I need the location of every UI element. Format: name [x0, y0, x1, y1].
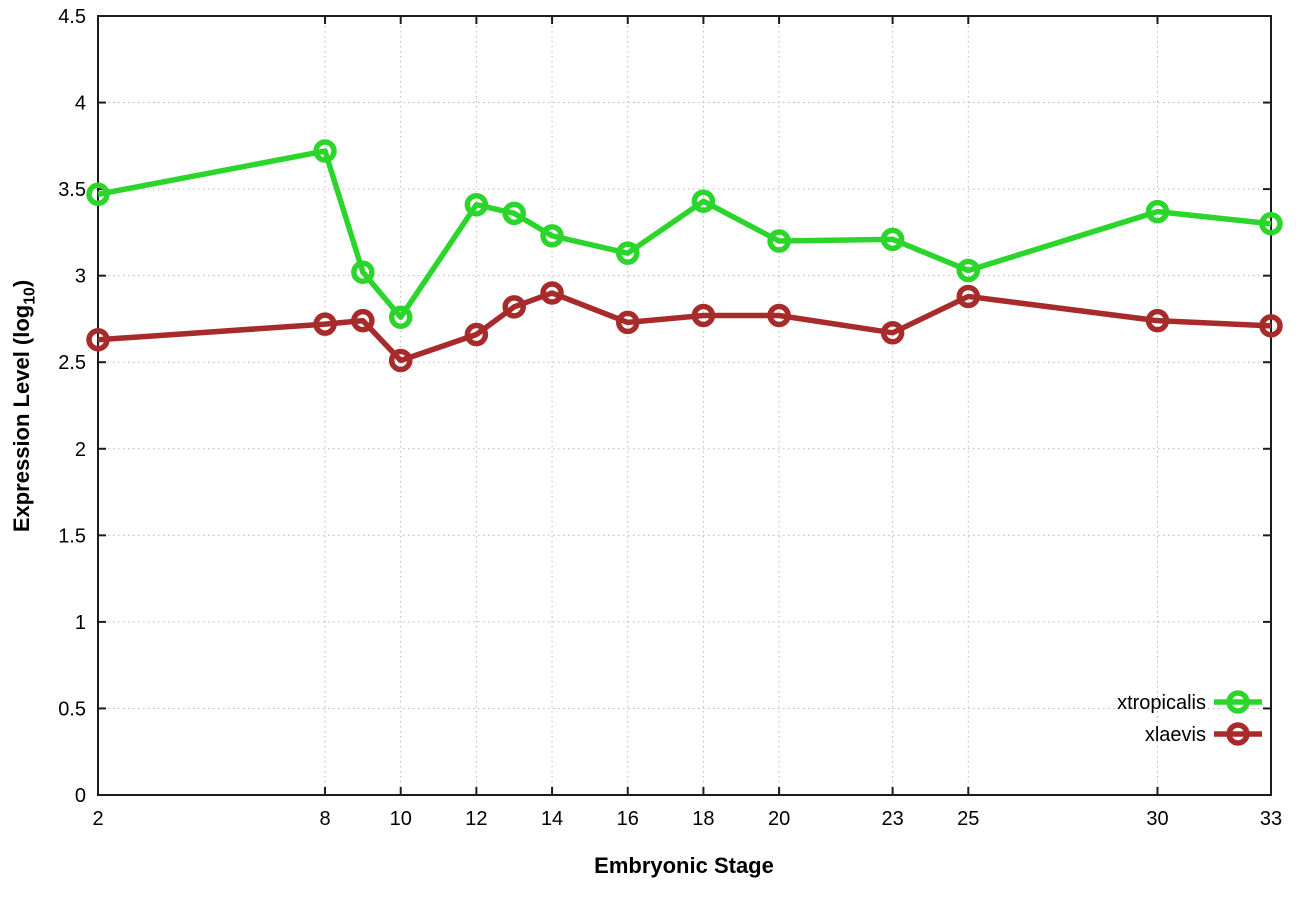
series-line-xtropicalis [97, 148, 1272, 320]
x-tick-label: 25 [957, 808, 979, 830]
data-point-marker [691, 189, 716, 213]
data-point-marker [540, 281, 564, 305]
series-line-xlaevis [97, 290, 1272, 364]
data-point-marker [1145, 199, 1170, 224]
data-point-marker [691, 303, 716, 328]
y-tick-label: 4.5 [58, 6, 86, 28]
x-axis-title: Embryonic Stage [594, 853, 774, 878]
data-point-marker [502, 295, 526, 319]
y-axis-title-subscript: 10 [21, 287, 39, 305]
data-point-marker [540, 224, 564, 248]
tick-labels: 2 8 10 12 14 16 18 20 23 25 30 33 0 0.5 1 1.5 2 2.5 3 3.5 4 4… [58, 6, 1282, 830]
y-tick-label: 3 [75, 266, 86, 288]
x-tick-label: 23 [881, 808, 903, 830]
legend-label-xtropicalis: xtropicalis [1117, 692, 1206, 714]
data-point-marker [767, 303, 791, 328]
x-tick-label: 16 [617, 808, 639, 830]
y-axis-title-main: Expression Level (log [9, 304, 34, 533]
data-point-marker [86, 182, 110, 207]
data-point-marker [351, 260, 375, 284]
y-tick-label: 4 [75, 93, 86, 115]
data-point-marker [86, 327, 110, 352]
data-point-marker [1259, 211, 1283, 236]
data-point-marker [351, 308, 375, 333]
x-tick-label: 14 [541, 808, 563, 830]
y-tick-label: 1 [75, 612, 86, 634]
legend-sample-marker [1226, 722, 1250, 746]
data-point-marker [313, 139, 337, 163]
y-tick-label: 0.5 [58, 698, 86, 720]
data-point-marker [880, 227, 905, 252]
axes [97, 15, 1272, 796]
data-point-marker [313, 312, 337, 336]
x-tick-label: 10 [390, 808, 412, 830]
data-point-marker [1259, 314, 1283, 338]
series-xtropicalis [86, 139, 1283, 329]
data-point-marker [502, 201, 526, 226]
legend-sample-xlaevis [1214, 722, 1262, 746]
y-tick-label: 0 [75, 785, 86, 807]
y-tick-label: 2.5 [58, 352, 86, 374]
legend-label-xlaevis: xlaevis [1145, 724, 1206, 746]
x-tick-label: 18 [692, 808, 714, 830]
data-point-marker [388, 305, 413, 329]
y-tick-label: 2 [75, 439, 86, 461]
y-axis-title-close: ) [9, 279, 34, 288]
legend-sample-xtropicalis [1214, 690, 1262, 714]
legend: xtropicalis xlaevis [1117, 690, 1262, 746]
plot-border [97, 15, 1272, 796]
x-tick-label: 30 [1146, 808, 1168, 830]
gridlines [98, 16, 1271, 795]
data-point-marker [388, 348, 413, 373]
data-point-marker [956, 258, 981, 283]
data-point-marker [615, 310, 640, 335]
x-tick-label: 2 [92, 808, 103, 830]
x-tick-label: 20 [768, 808, 790, 830]
data-point-marker [880, 321, 905, 345]
legend-sample-marker [1226, 690, 1250, 714]
series-xlaevis [86, 281, 1283, 373]
data-point-marker [464, 322, 489, 347]
data-point-marker [1145, 308, 1170, 333]
y-tick-label: 3.5 [58, 179, 86, 201]
data-point-marker [615, 241, 640, 265]
data-point-marker [767, 229, 791, 253]
y-tick-label: 1.5 [58, 525, 86, 547]
data-point-marker [956, 284, 981, 309]
x-tick-label: 8 [319, 808, 330, 830]
x-tick-label: 33 [1260, 808, 1282, 830]
y-axis-title: Expression Level (log10) [9, 279, 39, 533]
x-tick-label: 12 [465, 808, 487, 830]
data-point-marker [464, 192, 489, 217]
